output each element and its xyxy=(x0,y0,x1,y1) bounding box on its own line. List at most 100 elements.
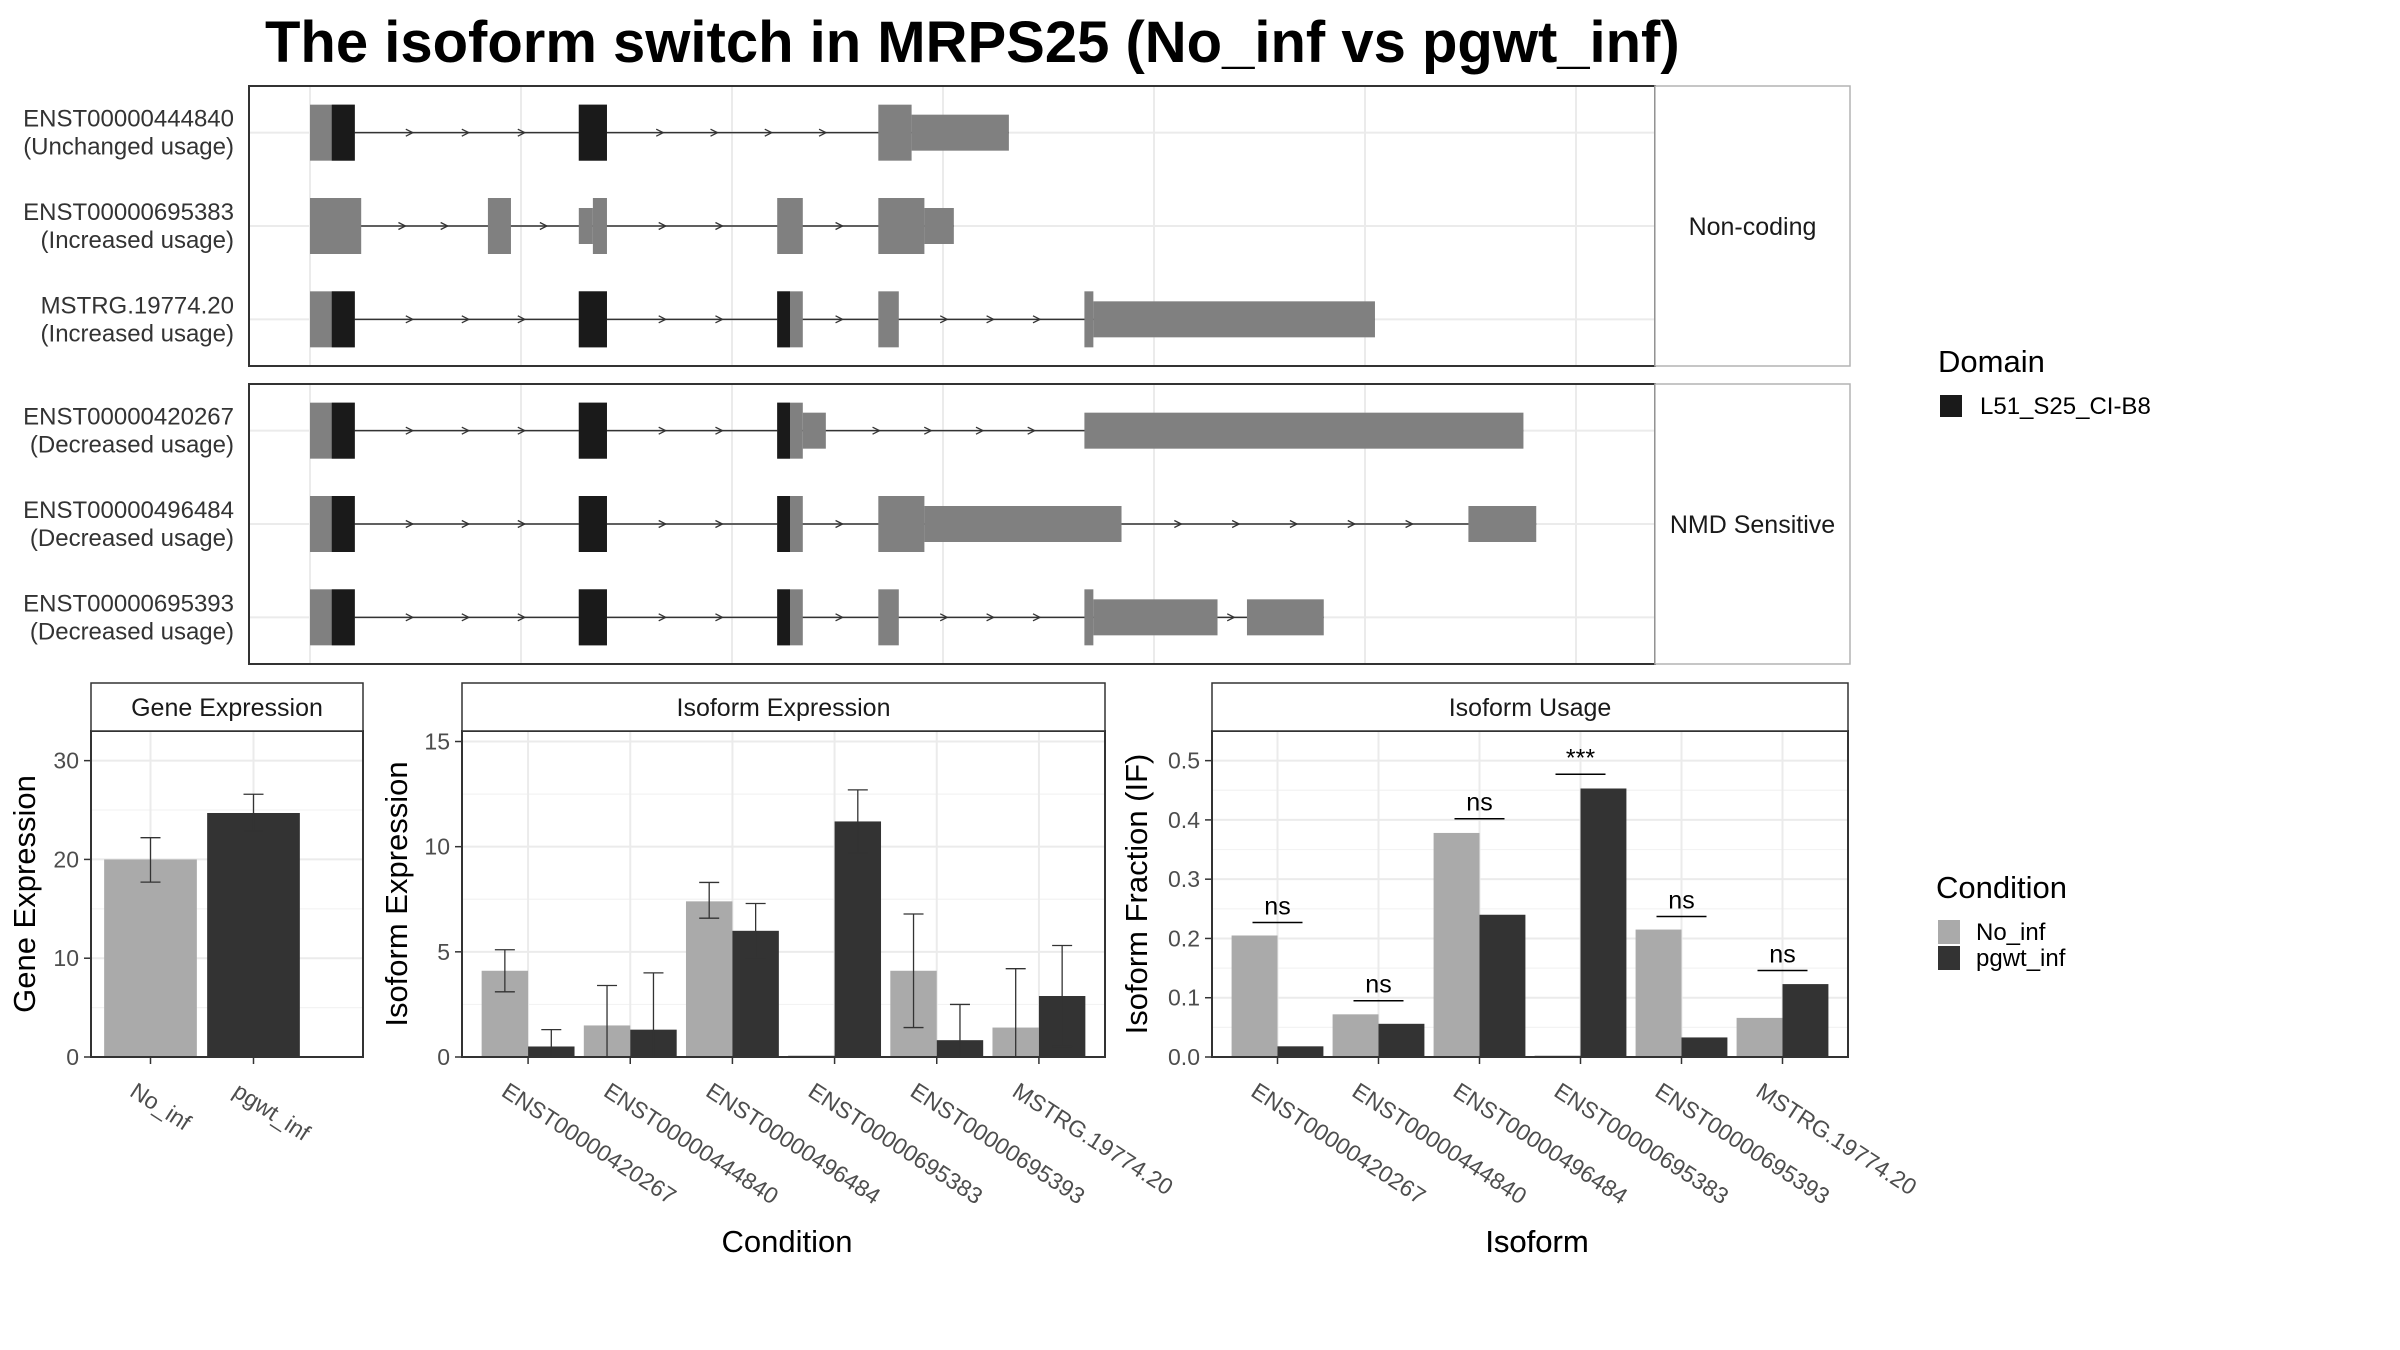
transcript-id: ENST00000420267 xyxy=(23,404,234,431)
direction-arrow xyxy=(872,426,882,435)
legend-label: L51_S25_CI-B8 xyxy=(1980,393,2151,420)
direction-arrow xyxy=(715,519,724,529)
panel-strip-label: Gene Expression xyxy=(131,694,323,722)
exon xyxy=(1093,599,1218,636)
bar xyxy=(1479,914,1526,1057)
y-tick-label: 5 xyxy=(437,939,450,965)
significance-label: ns xyxy=(1668,887,1694,915)
direction-arrow xyxy=(715,315,724,324)
y-tick-label: 15 xyxy=(424,729,450,755)
domain-segment xyxy=(331,589,355,646)
significance-label: ns xyxy=(1466,789,1492,817)
exon xyxy=(1084,291,1094,348)
transcript-usage: (Unchanged usage) xyxy=(23,134,234,161)
direction-arrow xyxy=(1174,519,1183,529)
direction-arrow xyxy=(658,613,668,622)
bar xyxy=(104,859,197,1057)
exon xyxy=(777,198,803,254)
x-tick-label: ENST00000695393 xyxy=(906,1077,1090,1209)
domain-legend: Domain L51_S25_CI-B8 xyxy=(1938,344,2151,420)
direction-arrow xyxy=(715,426,724,435)
x-tick-label: pgwt_inf xyxy=(229,1077,316,1146)
group-strip xyxy=(1654,383,1851,665)
transcript-usage: (Decreased usage) xyxy=(30,525,234,552)
direction-arrow xyxy=(1226,613,1236,622)
direction-arrow xyxy=(1347,519,1357,529)
bar xyxy=(1736,1017,1783,1057)
significance-label: ns xyxy=(1769,940,1795,968)
bar xyxy=(1277,1046,1324,1057)
direction-arrow xyxy=(461,519,471,529)
direction-arrow xyxy=(517,519,527,529)
direction-arrow xyxy=(1032,315,1042,324)
x-tick-label: ENST00000444840 xyxy=(600,1077,784,1209)
bar xyxy=(1681,1037,1728,1057)
legend-label: No_inf xyxy=(1976,919,2046,946)
x-tick-label: ENST00000695383 xyxy=(804,1077,988,1209)
direction-arrow xyxy=(818,128,828,137)
x-tick-label: No_inf xyxy=(126,1077,196,1135)
direction-arrow xyxy=(517,426,527,435)
direction-arrow xyxy=(398,221,407,231)
x-axis-title: Isoform xyxy=(1485,1224,1588,1259)
y-tick-label: 0.3 xyxy=(1168,866,1200,892)
direction-arrow xyxy=(764,128,774,137)
transcript-id: ENST00000496484 xyxy=(23,497,234,524)
transcript-usage: (Increased usage) xyxy=(41,320,234,347)
direction-arrow xyxy=(986,315,996,324)
direction-arrow xyxy=(655,128,665,137)
direction-arrow xyxy=(517,315,527,324)
bar xyxy=(1635,929,1682,1057)
direction-arrow xyxy=(939,315,949,324)
direction-arrow xyxy=(835,315,845,324)
exon xyxy=(1468,506,1537,542)
exon xyxy=(1093,301,1375,338)
x-tick-label: ENST00000496484 xyxy=(1449,1077,1633,1209)
bar-panel: 0.00.10.20.30.40.5ENST00000420267ENST000… xyxy=(1119,682,1922,1259)
transcript-usage: (Decreased usage) xyxy=(30,432,234,459)
exon xyxy=(578,208,593,244)
domain-segment xyxy=(331,496,355,552)
direction-arrow xyxy=(405,426,415,435)
domain-segment xyxy=(777,291,790,348)
panel-strip xyxy=(461,682,1106,732)
y-tick-label: 30 xyxy=(53,748,79,774)
exon xyxy=(878,589,899,646)
x-tick-label: MSTRG.19774.20 xyxy=(1752,1077,1922,1200)
group-label: Non-coding xyxy=(1689,213,1817,241)
significance-label: ns xyxy=(1365,971,1391,999)
direction-arrow xyxy=(658,315,668,324)
exon xyxy=(911,114,1009,151)
x-tick-label: ENST00000695393 xyxy=(1651,1077,1835,1209)
bar xyxy=(1433,832,1480,1057)
legend-title: Domain xyxy=(1938,344,2045,379)
direction-arrow xyxy=(715,221,724,231)
x-tick-label: ENST00000420267 xyxy=(497,1077,681,1209)
exon xyxy=(924,208,954,244)
significance-label: *** xyxy=(1566,744,1595,772)
group-label: NMD Sensitive xyxy=(1670,511,1835,539)
y-tick-label: 10 xyxy=(53,945,79,971)
direction-arrow xyxy=(461,613,471,622)
domain-segment xyxy=(331,291,355,348)
transcript-usage: (Increased usage) xyxy=(41,227,234,254)
bar xyxy=(685,901,733,1057)
significance-label: ns xyxy=(1264,892,1290,920)
direction-arrow xyxy=(405,128,415,137)
bar xyxy=(1782,984,1829,1057)
direction-arrow xyxy=(517,613,527,622)
y-tick-label: 0.1 xyxy=(1168,985,1200,1011)
domain-segment xyxy=(578,496,607,552)
domain-segment xyxy=(777,589,790,646)
gene-structure-panel: ENST00000420267(Decreased usage)ENST0000… xyxy=(23,383,1851,665)
direction-arrow xyxy=(1289,519,1299,529)
transcript-id: ENST00000695393 xyxy=(23,590,234,617)
domain-segment xyxy=(331,402,355,459)
direction-arrow xyxy=(835,519,845,529)
domain-segment xyxy=(777,496,790,552)
legend-title: Condition xyxy=(1936,870,2067,905)
y-tick-label: 10 xyxy=(424,834,450,860)
y-tick-label: 0.5 xyxy=(1168,748,1200,774)
transcript-id: MSTRG.19774.20 xyxy=(41,292,234,319)
exon xyxy=(878,104,912,161)
